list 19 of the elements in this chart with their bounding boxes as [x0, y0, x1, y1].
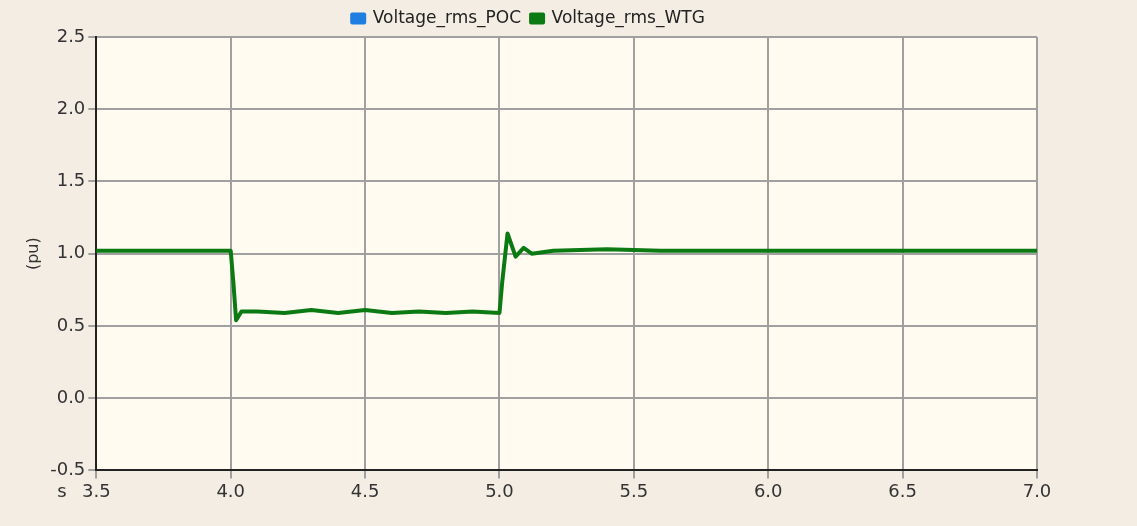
x-tick-label: 6.5	[888, 479, 917, 501]
y-tick-label: 2.5	[56, 24, 86, 46]
x-tick-label: 4.0	[216, 479, 246, 501]
x-tick-label: 7.0	[1022, 479, 1052, 501]
y-tick-label: 1.0	[56, 241, 86, 263]
x-tick-label: 6.0	[753, 479, 783, 501]
x-axis-title: s	[57, 480, 67, 502]
x-tick-label: 3.5	[82, 479, 111, 501]
y-tick-label: 2.0	[56, 96, 86, 118]
x-tick-label: 5.5	[619, 479, 649, 501]
y-tick-label: 0.5	[56, 313, 86, 335]
x-tick-label: 4.5	[350, 479, 380, 501]
y-tick-label: 1.5	[56, 169, 86, 191]
x-tick-label: 5.0	[485, 479, 514, 501]
y-tick-label: -0.5	[50, 458, 86, 480]
y-tick-label: 0.0	[56, 385, 86, 407]
legend-label: Voltage_rms_POC	[372, 6, 522, 28]
legend-label: Voltage_rms_WTG	[551, 6, 705, 28]
y-axis-title: (pu)	[22, 237, 42, 271]
